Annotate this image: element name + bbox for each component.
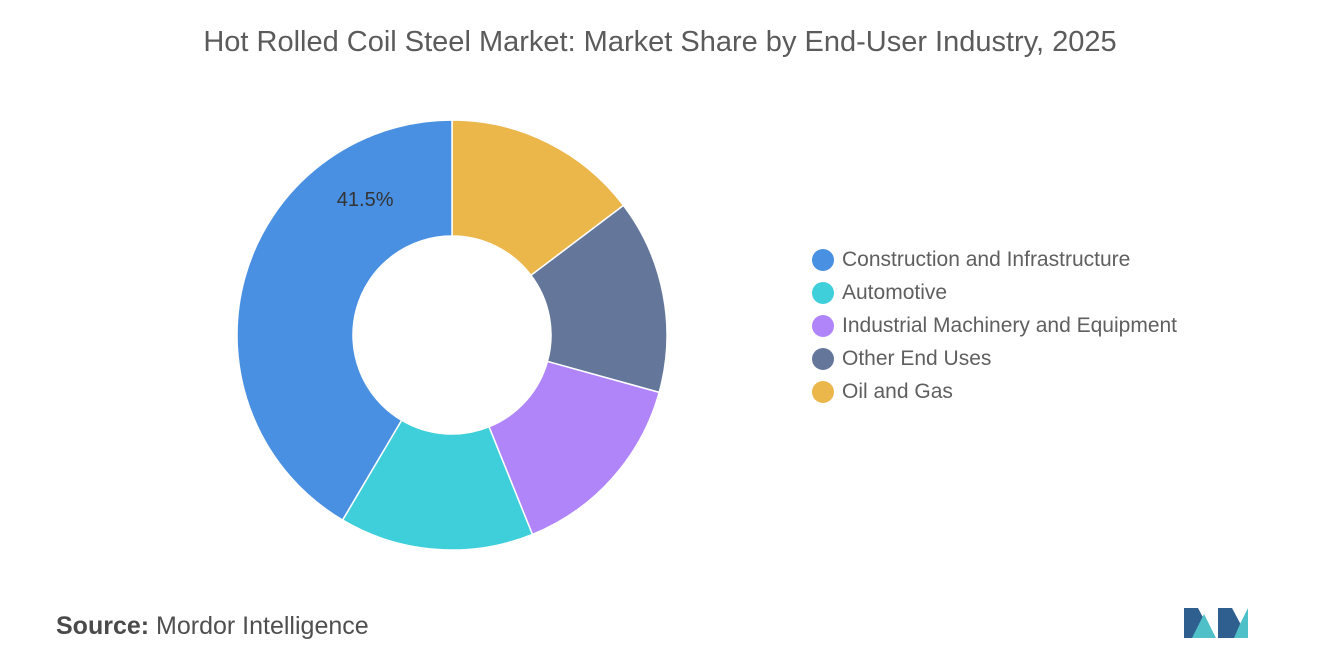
chart-title: Hot Rolled Coil Steel Market: Market Sha…: [203, 26, 1117, 58]
legend-item: Oil and Gas: [812, 375, 1177, 408]
legend-item: Automotive: [812, 276, 1177, 309]
source-label: Source:: [56, 612, 150, 640]
chart-legend: Construction and Infrastructure Automotiv…: [812, 243, 1177, 408]
legend-label: Oil and Gas: [842, 379, 953, 403]
slice-other-end-uses: [529, 204, 668, 394]
legend-swatch: [812, 380, 834, 403]
legend-swatch: [812, 248, 834, 271]
slice-automotive: [341, 419, 534, 551]
legend-label: Construction and Infrastructure: [842, 247, 1131, 271]
source-note: Source: Mordor Intelligence: [56, 612, 369, 641]
donut-slices: [236, 119, 668, 551]
legend-item: Construction and Infrastructure: [812, 243, 1177, 276]
legend-swatch: [812, 281, 834, 304]
data-label: 41.5%: [337, 189, 394, 211]
legend-item: Industrial Machinery and Equipment: [812, 309, 1177, 342]
slice-construction-and-infrastructure: [236, 119, 453, 522]
legend-label: Industrial Machinery and Equipment: [842, 313, 1178, 337]
legend-label: Other End Uses: [842, 346, 992, 370]
source-text: Mordor Intelligence: [156, 612, 369, 640]
data-labels: 41.5%: [337, 189, 394, 211]
legend-item: Other End Uses: [812, 342, 1177, 375]
slice-oil-and-gas: [451, 119, 625, 277]
mordor-intelligence-logo-icon: [1184, 608, 1248, 638]
slice-industrial-machinery-and-equipment: [488, 360, 661, 536]
legend-swatch: [812, 314, 834, 337]
legend-label: Automotive: [842, 280, 948, 304]
legend-swatch: [812, 347, 834, 370]
